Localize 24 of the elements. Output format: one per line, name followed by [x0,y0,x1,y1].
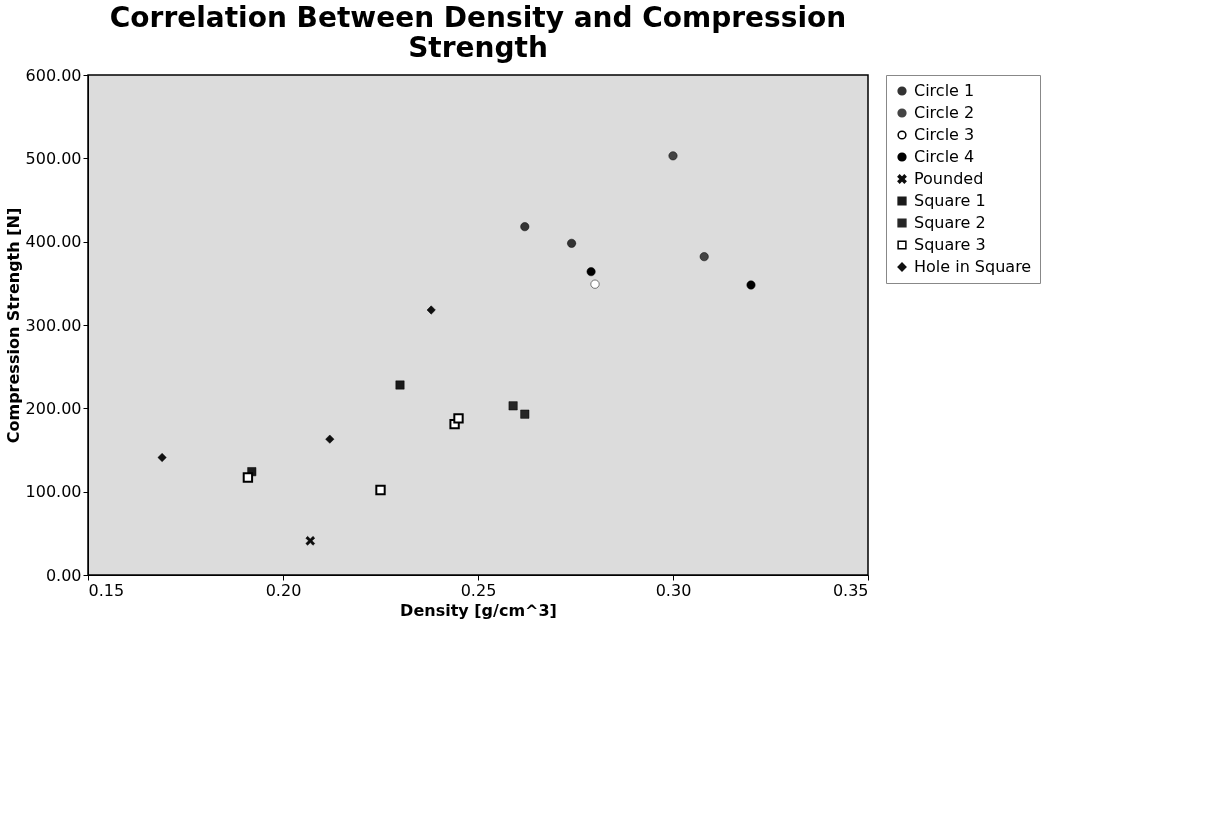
legend-label: Pounded [914,169,984,188]
legend-label: Square 1 [914,191,986,210]
x-tick-label: 0.25 [460,580,497,600]
legend-label: Circle 3 [914,125,975,144]
y-tick-label: 500.00 [25,148,82,168]
legend-label: Square 3 [914,235,986,254]
legend-label: Circle 4 [914,147,975,166]
legend-label: Hole in Square [914,257,1032,276]
legend-label: Circle 2 [914,103,975,122]
y-tick-label: 0.00 [45,565,82,585]
y-tick-label: 200.00 [25,398,82,418]
y-tick-label: 300.00 [25,315,82,335]
x-tick-label: 0.15 [88,580,125,600]
chart-title: Correlation Between Density and Compression Strength [109,1,847,64]
x-axis-title: Density [g/cm^3] [400,600,557,620]
y-tick-label: 600.00 [25,65,82,85]
y-axis-title: Compression Strength [N] [3,207,23,444]
x-tick-label: 0.20 [265,580,302,600]
x-tick-label: 0.30 [655,580,692,600]
y-tick-label: 400.00 [25,232,82,252]
x-tick-label: 0.35 [832,580,869,600]
legend-label: Square 2 [914,213,986,232]
y-tick-label: 100.00 [25,482,82,502]
legend-label: Circle 1 [914,81,975,100]
